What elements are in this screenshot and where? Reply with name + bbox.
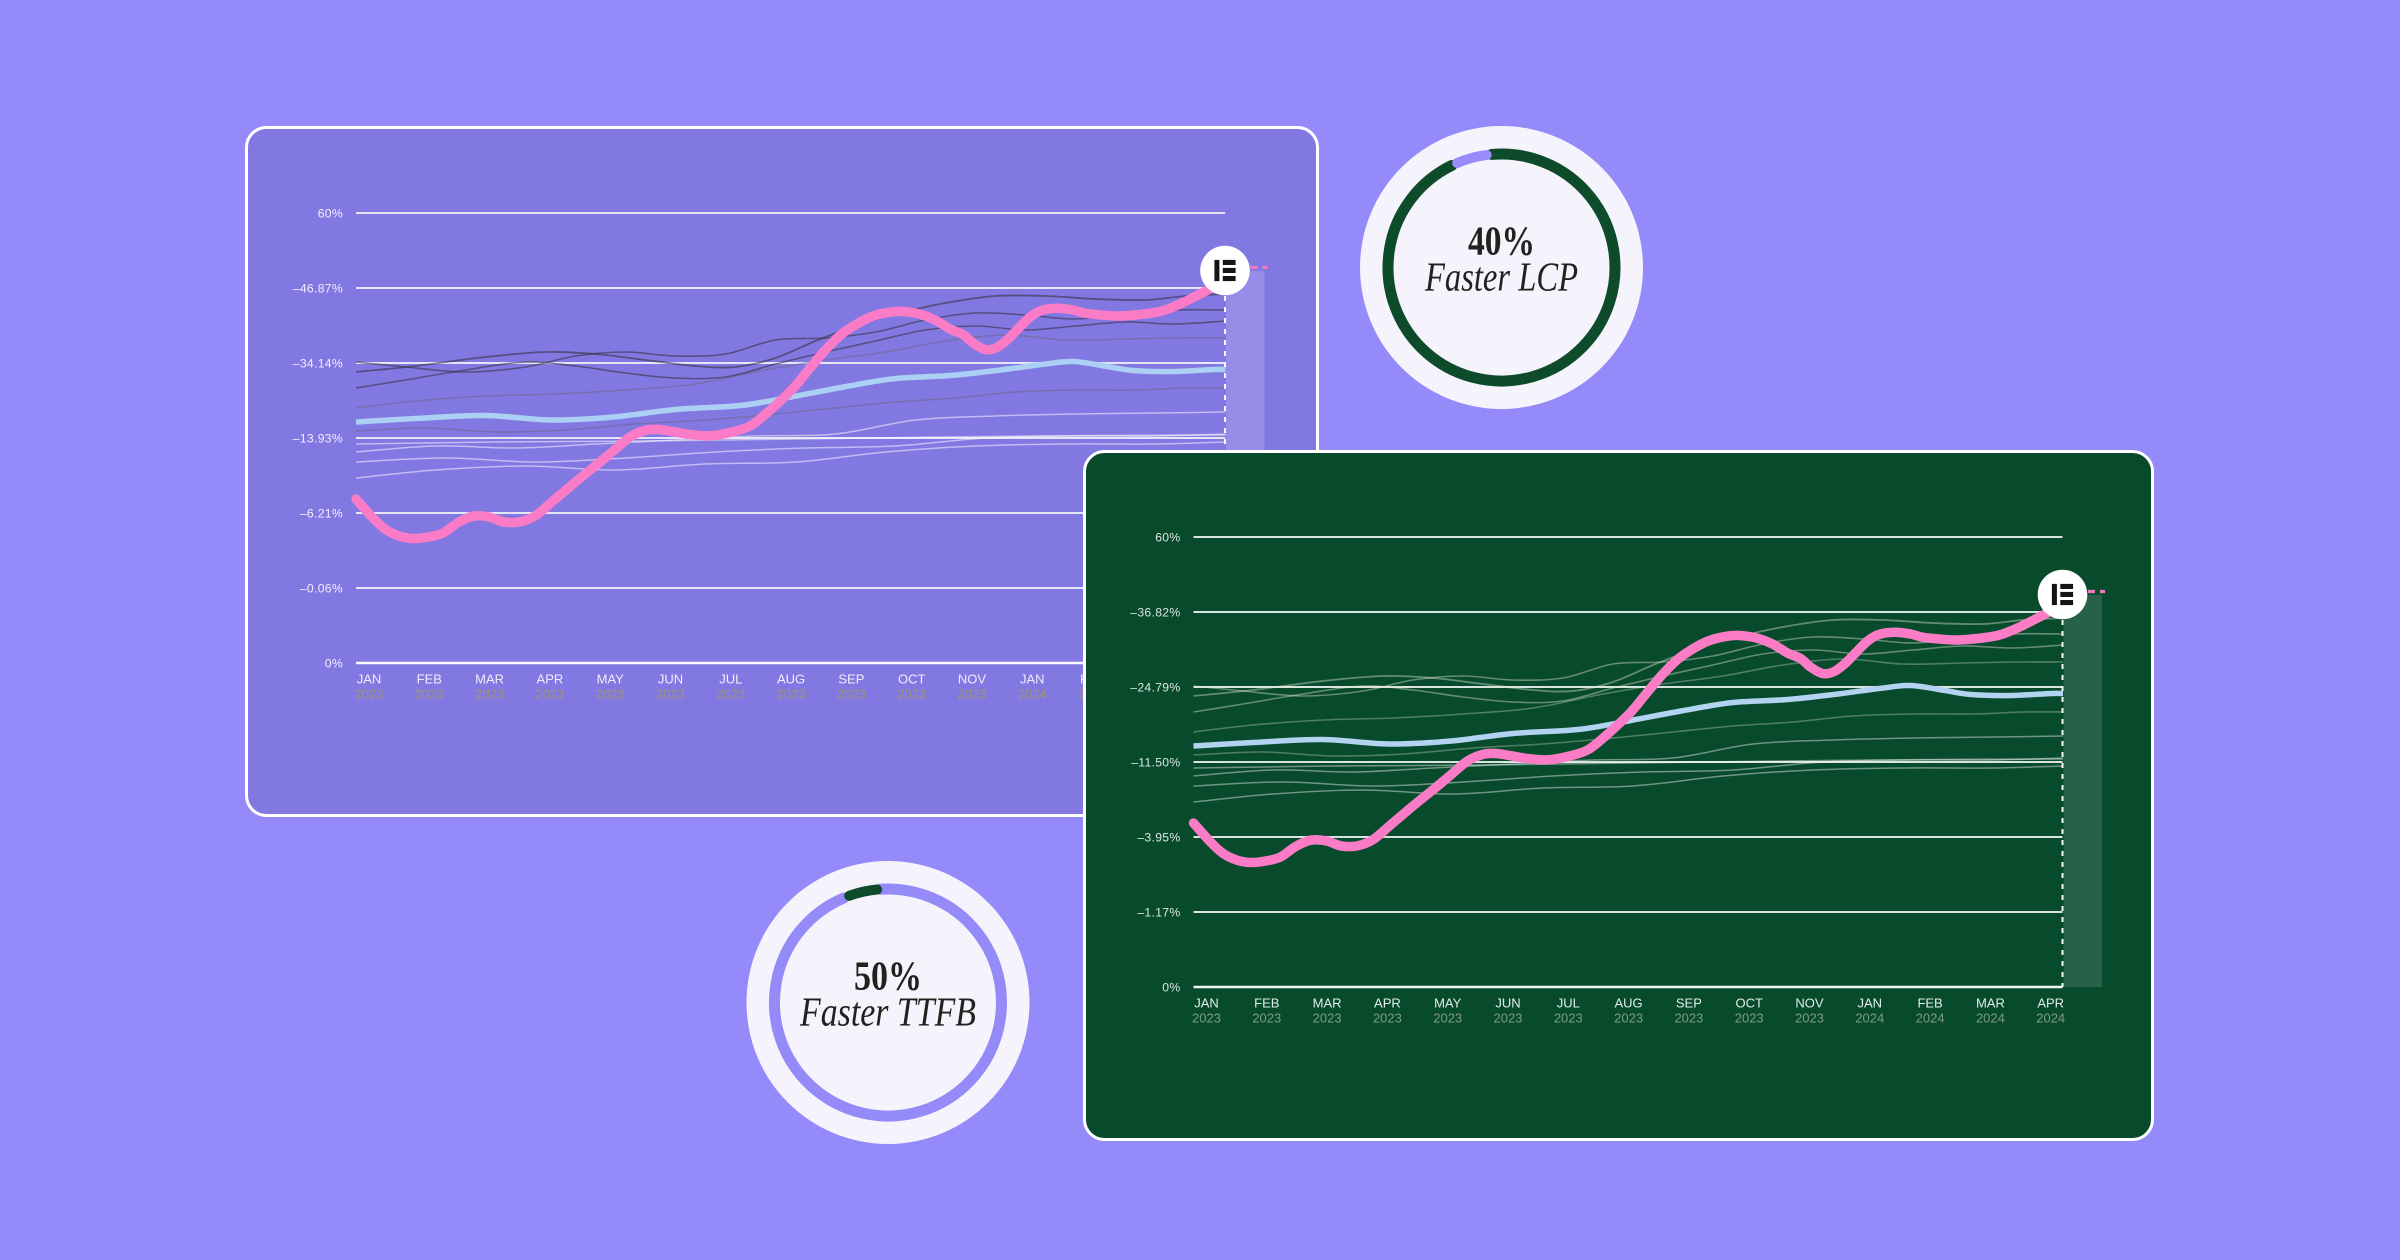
svg-text:AUG: AUG xyxy=(777,672,805,687)
svg-text:JAN: JAN xyxy=(1020,672,1045,687)
svg-text:JUN: JUN xyxy=(658,672,683,687)
svg-text:0%: 0% xyxy=(325,657,343,671)
svg-text:2023: 2023 xyxy=(1554,1011,1583,1026)
svg-text:APR: APR xyxy=(2037,996,2064,1011)
svg-text:2023: 2023 xyxy=(355,687,384,702)
svg-text:2024: 2024 xyxy=(1855,1011,1884,1026)
svg-text:2024: 2024 xyxy=(2036,1011,2065,1026)
svg-text:2023: 2023 xyxy=(1735,1011,1764,1026)
svg-text:2023: 2023 xyxy=(1192,1011,1221,1026)
svg-text:2023: 2023 xyxy=(1494,1011,1523,1026)
svg-text:2023: 2023 xyxy=(1614,1011,1643,1026)
svg-text:2023: 2023 xyxy=(897,687,926,702)
svg-text:JUL: JUL xyxy=(1557,996,1580,1011)
svg-text:MAY: MAY xyxy=(597,672,625,687)
svg-text:2023: 2023 xyxy=(596,687,625,702)
svg-text:JUN: JUN xyxy=(1495,996,1520,1011)
svg-text:50%: 50% xyxy=(854,953,922,999)
svg-text:2024: 2024 xyxy=(1916,1011,1945,1026)
svg-text:APR: APR xyxy=(537,672,564,687)
svg-text:SEP: SEP xyxy=(838,672,864,687)
svg-text:–6.21%: –6.21% xyxy=(300,507,343,521)
svg-text:2024: 2024 xyxy=(1018,687,1047,702)
svg-text:OCT: OCT xyxy=(1735,996,1763,1011)
svg-text:–13.93%: –13.93% xyxy=(293,432,343,446)
svg-text:APR: APR xyxy=(1374,996,1401,1011)
svg-text:Faster TTFB: Faster TTFB xyxy=(799,989,976,1035)
svg-text:–0.06%: –0.06% xyxy=(300,582,343,596)
svg-text:JAN: JAN xyxy=(1194,996,1219,1011)
svg-text:2023: 2023 xyxy=(1674,1011,1703,1026)
svg-text:2023: 2023 xyxy=(535,687,564,702)
svg-text:FEB: FEB xyxy=(417,672,442,687)
svg-text:MAR: MAR xyxy=(475,672,504,687)
svg-text:–24.79%: –24.79% xyxy=(1130,681,1180,695)
svg-text:–3.95%: –3.95% xyxy=(1137,831,1180,845)
svg-text:2023: 2023 xyxy=(777,687,806,702)
svg-text:NOV: NOV xyxy=(1795,996,1824,1011)
svg-text:–36.82%: –36.82% xyxy=(1130,606,1180,620)
svg-text:NOV: NOV xyxy=(958,672,987,687)
svg-text:MAR: MAR xyxy=(1313,996,1342,1011)
svg-text:0%: 0% xyxy=(1162,981,1180,995)
svg-text:2023: 2023 xyxy=(475,687,504,702)
svg-text:–46.87%: –46.87% xyxy=(293,282,343,296)
svg-text:2023: 2023 xyxy=(656,687,685,702)
svg-text:FEB: FEB xyxy=(1254,996,1279,1011)
svg-text:2023: 2023 xyxy=(1795,1011,1824,1026)
svg-text:JUL: JUL xyxy=(719,672,742,687)
svg-text:Faster LCP: Faster LCP xyxy=(1424,254,1578,300)
svg-text:–34.14%: –34.14% xyxy=(293,357,343,371)
svg-text:AUG: AUG xyxy=(1615,996,1643,1011)
svg-text:2023: 2023 xyxy=(415,687,444,702)
svg-text:MAR: MAR xyxy=(1976,996,2005,1011)
svg-text:SEP: SEP xyxy=(1676,996,1702,1011)
svg-text:2023: 2023 xyxy=(958,687,987,702)
svg-text:OCT: OCT xyxy=(898,672,926,687)
svg-text:60%: 60% xyxy=(318,207,343,221)
svg-text:2023: 2023 xyxy=(1252,1011,1281,1026)
svg-text:–11.50%: –11.50% xyxy=(1131,756,1180,770)
svg-text:60%: 60% xyxy=(1155,531,1180,545)
svg-text:JAN: JAN xyxy=(357,672,382,687)
svg-text:MAY: MAY xyxy=(1434,996,1462,1011)
svg-text:FEB: FEB xyxy=(1917,996,1942,1011)
svg-text:2023: 2023 xyxy=(837,687,866,702)
svg-text:2024: 2024 xyxy=(1976,1011,2005,1026)
svg-text:2023: 2023 xyxy=(716,687,745,702)
svg-text:–1.17%: –1.17% xyxy=(1137,906,1180,920)
svg-text:40%: 40% xyxy=(1468,218,1535,264)
svg-text:2023: 2023 xyxy=(1373,1011,1402,1026)
svg-text:JAN: JAN xyxy=(1858,996,1883,1011)
svg-text:2023: 2023 xyxy=(1433,1011,1462,1026)
svg-text:2023: 2023 xyxy=(1313,1011,1342,1026)
